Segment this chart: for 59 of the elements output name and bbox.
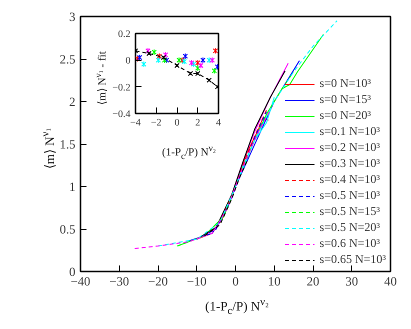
point [162,52,168,58]
point [145,48,151,54]
point [210,58,215,63]
legend-label: s=0 N=10³ [320,76,371,91]
y-tick-label: 0.5 [60,222,76,236]
legend-label: s=0 N=15³ [320,92,371,107]
x-tick-label: 10 [268,274,281,288]
x-axis-title: (1-P$_{c}$/P) N$^{ν₂}$ [205,296,269,318]
legend-label: s=0.65 N=10³ [320,252,386,267]
point [156,58,161,63]
y-tick-label: 1.5 [60,138,76,152]
point [152,50,157,55]
y-tick-label: −0.4 [112,109,130,120]
point [212,48,218,54]
y-tick-label: 0.2 [118,29,130,40]
point [160,54,166,60]
x-tick-label: −4 [130,118,141,128]
point [188,70,194,76]
point [146,50,152,56]
point [162,58,168,63]
legend-label: s=0 N=20³ [320,108,371,123]
x-tick-label: 4 [216,118,221,128]
y-tick-label: 1 [69,180,76,194]
y-tick-label: 2.5 [60,52,76,66]
point [195,70,200,76]
x-tick-label: −20 [148,274,168,288]
y-tick-label: 2 [69,95,76,109]
point [200,58,206,63]
point [206,78,212,83]
line-series [204,160,248,236]
legend-label: s=0.5 N=15³ [320,204,380,219]
point [174,62,180,68]
x-tick-label: 2 [195,118,200,128]
legend-label: s=0.5 N=10³ [320,188,380,203]
x-axis-title: (1-P$_{c}$/P) N$^{ν₂}$ [162,143,216,162]
point [212,68,217,74]
point [182,54,188,59]
x-tick-label: 0 [174,118,180,128]
x-tick-label: 40 [384,274,397,288]
y-tick-label: 3 [69,10,76,24]
point [198,62,204,68]
legend-label: s=0.3 N=10³ [320,156,380,171]
x-tick-label: −30 [109,274,130,288]
legend-label: s=0.2 N=10³ [320,140,380,155]
y-tick-label: −0.2 [112,82,130,94]
x-tick-label: −2 [150,118,162,128]
legend-label: s=0.1 N=10³ [320,124,380,139]
x-tick-label: 30 [345,274,358,288]
x-tick-label: 20 [306,274,320,288]
point [206,58,212,63]
point [176,58,182,63]
legend-label: s=0.6 N=10³ [320,236,380,251]
point [141,62,146,67]
x-tick-label: −10 [186,274,207,288]
x-tick-label: 0 [232,274,239,288]
y-tick-label: 0 [126,56,130,67]
legend-label: s=0.5 N=20³ [320,220,380,235]
legend-label: s=0.4 N=10³ [320,172,380,187]
point [195,66,200,71]
